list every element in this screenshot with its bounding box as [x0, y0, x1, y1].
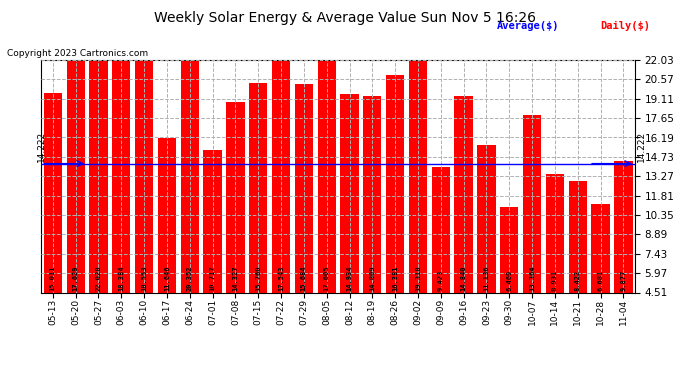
Text: 15.684: 15.684: [301, 265, 307, 291]
Text: 17.605: 17.605: [324, 265, 330, 291]
Text: Average($): Average($): [497, 21, 560, 31]
Text: 9.423: 9.423: [437, 269, 444, 291]
Bar: [249, 83, 267, 292]
Bar: [363, 96, 382, 292]
Text: 6.681: 6.681: [598, 269, 604, 291]
Text: 15.011: 15.011: [50, 265, 56, 291]
Text: 6.460: 6.460: [506, 269, 512, 291]
Text: 14.327: 14.327: [233, 265, 239, 291]
Text: 10.717: 10.717: [210, 265, 215, 291]
Bar: [500, 207, 518, 292]
Bar: [591, 204, 610, 292]
Text: 15.760: 15.760: [255, 265, 262, 291]
Text: 16.381: 16.381: [392, 265, 398, 291]
Bar: [569, 181, 587, 292]
Text: Weekly Solar Energy & Average Value Sun Nov 5 16:26: Weekly Solar Energy & Average Value Sun …: [154, 11, 536, 25]
Text: 18.384: 18.384: [118, 265, 124, 291]
Text: 8.931: 8.931: [552, 269, 558, 291]
Bar: [523, 115, 541, 292]
Text: Daily($): Daily($): [600, 21, 650, 31]
Bar: [432, 168, 450, 292]
Bar: [340, 94, 359, 292]
Text: 11.136: 11.136: [484, 265, 489, 291]
Bar: [158, 138, 176, 292]
Bar: [295, 84, 313, 292]
Bar: [386, 75, 404, 292]
Text: 8.422: 8.422: [575, 269, 581, 291]
Text: 14.934: 14.934: [346, 265, 353, 291]
Bar: [614, 161, 633, 292]
Bar: [546, 174, 564, 292]
Bar: [181, 22, 199, 292]
Bar: [135, 46, 153, 292]
Text: 20.352: 20.352: [187, 265, 193, 291]
Bar: [409, 36, 427, 292]
Text: 11.646: 11.646: [164, 265, 170, 291]
Text: 14.809: 14.809: [369, 265, 375, 291]
Bar: [272, 60, 290, 292]
Text: 17.629: 17.629: [72, 265, 79, 291]
Text: 14.840: 14.840: [461, 265, 466, 291]
Bar: [317, 59, 336, 292]
Bar: [226, 102, 244, 292]
Text: 19.318: 19.318: [415, 265, 421, 291]
Text: 22.028: 22.028: [95, 265, 101, 291]
Text: 14.222: 14.222: [637, 131, 646, 162]
Bar: [477, 145, 495, 292]
Bar: [455, 96, 473, 292]
Bar: [66, 58, 85, 292]
Text: 18.553: 18.553: [141, 265, 147, 291]
Bar: [204, 150, 221, 292]
Text: 13.364: 13.364: [529, 265, 535, 291]
Text: 9.877: 9.877: [620, 269, 627, 291]
Bar: [89, 0, 108, 292]
Text: 14.222: 14.222: [37, 131, 46, 162]
Text: 17.543: 17.543: [278, 265, 284, 291]
Bar: [112, 48, 130, 292]
Bar: [43, 93, 62, 292]
Text: Copyright 2023 Cartronics.com: Copyright 2023 Cartronics.com: [7, 49, 148, 58]
